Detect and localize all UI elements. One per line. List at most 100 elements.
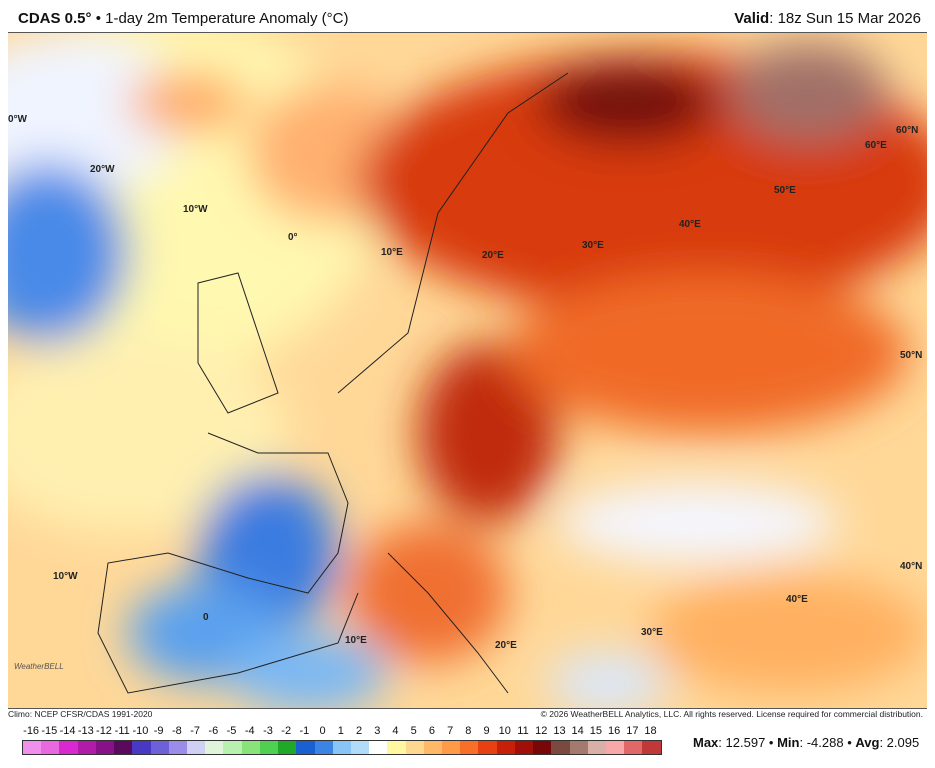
colorbar-swatch bbox=[259, 741, 279, 754]
colorbar-tick: -2 bbox=[281, 725, 292, 737]
lon-label: 10°E bbox=[381, 247, 403, 258]
colorbar-swatch bbox=[23, 741, 42, 754]
colorbar-tick: -3 bbox=[263, 725, 273, 737]
colorbar-tick: -8 bbox=[171, 725, 182, 737]
min-value: -4.288 bbox=[806, 735, 844, 750]
colorbar-tick: -5 bbox=[226, 725, 237, 737]
colorbar-swatch bbox=[241, 741, 260, 754]
min-label: Min bbox=[777, 735, 800, 750]
colorbar-tick: -9 bbox=[153, 725, 164, 737]
lat-label: 60°N bbox=[896, 125, 919, 136]
colorbar-swatch bbox=[314, 741, 333, 754]
colorbar-tick: 10 bbox=[498, 725, 511, 737]
colorbar-swatch bbox=[460, 741, 479, 754]
lon-label: 0°W bbox=[8, 114, 27, 125]
colorbar-tick: 3 bbox=[374, 725, 381, 737]
colorbar-tick: 8 bbox=[465, 725, 472, 737]
colorbar-swatch bbox=[405, 741, 424, 754]
model-name: CDAS 0.5° bbox=[18, 10, 92, 27]
colorbar-swatch bbox=[606, 741, 625, 754]
lon-label: 10°W bbox=[53, 571, 78, 582]
colorbar-tick: -6 bbox=[208, 725, 219, 737]
colorbar-tick: 1 bbox=[337, 725, 344, 737]
anomaly-map[interactable]: 0°W 20°W 10°W 0° 10°E 20°E 30°E 40°E 50°… bbox=[8, 32, 927, 709]
lon-label: 60°E bbox=[865, 140, 887, 151]
colorbar-swatch bbox=[114, 741, 133, 754]
colorbar-swatch bbox=[186, 741, 206, 754]
colorbar-swatch bbox=[369, 741, 388, 754]
lat-label: 40°N bbox=[900, 561, 923, 572]
lon-label: 40°E bbox=[679, 219, 701, 230]
colorbar-swatch bbox=[168, 741, 187, 754]
colorbar-swatch bbox=[296, 741, 315, 754]
avg-value: 2.095 bbox=[886, 735, 920, 750]
colorbar-tick: -13 bbox=[77, 725, 94, 737]
colorbar-swatch bbox=[59, 741, 78, 754]
max-label: Max bbox=[693, 735, 719, 750]
colorbar-swatch bbox=[442, 741, 461, 754]
product-title: 1-day 2m Temperature Anomaly (°C) bbox=[105, 10, 349, 27]
sep: • bbox=[765, 735, 778, 750]
avg-label: Avg bbox=[855, 735, 880, 750]
valid-time: Valid: 18z Sun 15 Mar 2026 bbox=[734, 10, 921, 27]
colorbar-tick: 13 bbox=[553, 725, 566, 737]
colorbar-swatch bbox=[642, 741, 661, 754]
colorbar-swatch bbox=[514, 741, 534, 754]
colorbar-tick: 7 bbox=[447, 725, 454, 737]
colorbar-tick: -15 bbox=[41, 725, 58, 737]
colorbar-tick: -7 bbox=[190, 725, 200, 737]
colorbar-swatch bbox=[387, 741, 406, 754]
colorbar-tick: 4 bbox=[392, 725, 399, 737]
colorbar-swatch bbox=[41, 741, 60, 754]
lat-label: 50°N bbox=[900, 350, 923, 361]
anomaly-field bbox=[8, 33, 927, 708]
map-title: CDAS 0.5° • 1-day 2m Temperature Anomaly… bbox=[18, 10, 348, 27]
colorbar-labels: -16 -15 -14 -13 -12 -11 -10 -9 -8 -7 -6 -5 -4 -3 -2 -1 0… bbox=[22, 725, 660, 737]
sep: • bbox=[843, 735, 856, 750]
colorbar-swatch bbox=[533, 741, 552, 754]
colorbar-tick: -16 bbox=[23, 725, 40, 737]
colorbar-tick: 0 bbox=[319, 725, 326, 737]
colorbar-swatch bbox=[205, 741, 224, 754]
colorbar-tick: 14 bbox=[571, 725, 584, 737]
colorbar-swatch bbox=[478, 741, 497, 754]
colorbar-swatch bbox=[332, 741, 351, 754]
colorbar-swatch bbox=[587, 741, 606, 754]
colorbar-tick: -11 bbox=[114, 725, 130, 737]
colorbar-swatch bbox=[95, 741, 115, 754]
colorbar-swatch bbox=[350, 741, 370, 754]
lon-label: 0 bbox=[203, 612, 209, 623]
colorbar-swatch bbox=[278, 741, 297, 754]
max-value: 12.597 bbox=[725, 735, 766, 750]
colorbar-swatch bbox=[77, 741, 96, 754]
colorbar-tick: -10 bbox=[132, 725, 149, 737]
colorbar-tick: 18 bbox=[644, 725, 657, 737]
colorbar-tick: 15 bbox=[589, 725, 603, 737]
colorbar-tick: -4 bbox=[244, 725, 255, 737]
separator: • bbox=[91, 10, 106, 27]
colorbar-tick: -1 bbox=[299, 725, 310, 737]
colorbar-swatch bbox=[551, 741, 570, 754]
copyright: © 2026 WeatherBELL Analytics, LLC. All r… bbox=[540, 709, 923, 719]
colorbar-swatch bbox=[569, 741, 588, 754]
colorbar-tick: 12 bbox=[535, 725, 548, 737]
colorbar bbox=[22, 740, 662, 755]
lon-label: 20°W bbox=[90, 164, 115, 175]
colorbar-tick: -12 bbox=[96, 725, 112, 737]
weatherbell-logo: WeatherBELL bbox=[14, 662, 64, 671]
lon-label: 30°E bbox=[582, 240, 604, 251]
colorbar-tick: 11 bbox=[517, 725, 529, 737]
climo-credit: Climo: NCEP CFSR/CDAS 1991-2020 bbox=[8, 709, 153, 719]
lon-label: 40°E bbox=[786, 594, 808, 605]
colorbar-tick: -14 bbox=[59, 725, 76, 737]
valid-label: Valid bbox=[734, 10, 770, 27]
colorbar-tick: 16 bbox=[607, 725, 621, 737]
lon-label: 30°E bbox=[641, 627, 663, 638]
colorbar-swatch bbox=[223, 741, 242, 754]
colorbar-swatch bbox=[496, 741, 515, 754]
colorbar-tick: 17 bbox=[626, 725, 639, 737]
valid-value: : 18z Sun 15 Mar 2026 bbox=[769, 10, 921, 27]
colorbar-tick: 6 bbox=[428, 725, 435, 737]
colorbar-swatch bbox=[624, 741, 643, 754]
lon-label: 20°E bbox=[495, 640, 517, 651]
